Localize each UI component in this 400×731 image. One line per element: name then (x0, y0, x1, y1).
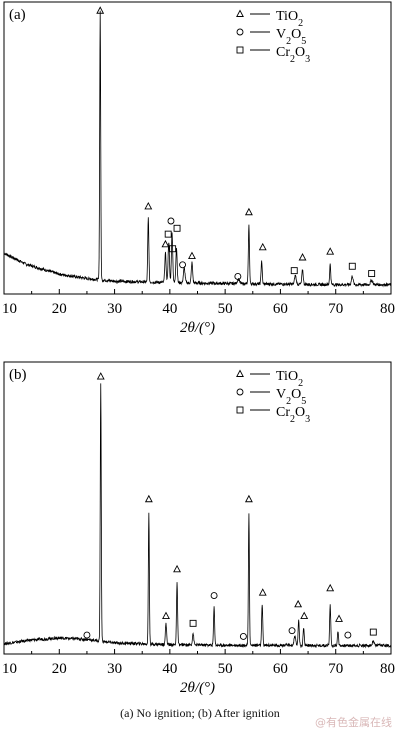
x-tick-label: 10 (2, 661, 17, 677)
phase-marker-circle (288, 627, 296, 635)
x-tick-label: 20 (52, 301, 67, 317)
watermark: @有色金属在线 (315, 716, 392, 729)
phase-marker-circle (234, 273, 242, 280)
xrd-chart-b: (b) 10 20 30 40 50 60 70 80 2θ/(°) TiO2 V2O5 Cr2O3 (0, 360, 400, 705)
phase-marker-triangle (96, 6, 105, 14)
phase-marker-circle (83, 631, 91, 639)
phase-marker-triangle (144, 201, 153, 210)
x-tick-label: 40 (162, 661, 177, 677)
phase-marker-circle (344, 631, 352, 639)
legend-label: Cr2O3 (276, 45, 310, 65)
diffraction-trace (3, 10, 392, 288)
legend-marker-square (236, 406, 244, 414)
phase-marker-circle (179, 261, 187, 269)
phase-marker-triangle (162, 611, 170, 619)
xrd-chart-a: (a) 10 20 30 40 50 60 70 80 2θ/(°) TiO2 V2O5 Cr2O3 (0, 0, 400, 345)
phase-marker-triangle (161, 239, 170, 248)
phase-marker-square (348, 262, 356, 270)
phase-marker-triangle (244, 207, 253, 216)
phase-marker-triangle (258, 588, 267, 596)
phase-marker-triangle (326, 247, 335, 255)
phase-marker-square (290, 267, 298, 275)
phase-marker-triangle (244, 494, 253, 503)
phase-marker-triangle (96, 372, 105, 380)
legend-marker-circle (236, 388, 244, 396)
legend-marker-square (236, 46, 244, 54)
x-tick-label: 50 (218, 661, 233, 677)
phase-marker-square (368, 270, 376, 278)
panel-label: (b) (9, 367, 27, 383)
phase-marker-circle (239, 633, 247, 640)
phase-marker-circle (210, 592, 218, 600)
x-axis-label: 2θ/(°) (180, 680, 215, 696)
x-tick-label: 20 (52, 661, 67, 677)
x-tick-label: 70 (328, 661, 343, 677)
phase-marker-triangle (300, 611, 309, 619)
phase-marker-triangle (258, 242, 267, 251)
phase-marker-square (369, 628, 377, 636)
legend-label: Cr2O3 (276, 405, 310, 425)
x-tick-label: 50 (218, 301, 233, 317)
x-tick-label: 80 (380, 301, 395, 317)
plot-frame (3, 361, 392, 655)
x-tick-label: 40 (162, 301, 177, 317)
x-tick-label: 30 (107, 661, 122, 677)
phase-marker-square (169, 245, 177, 253)
panel-label: (a) (9, 7, 26, 23)
x-tick-label: 10 (2, 301, 17, 317)
phase-marker-triangle (335, 614, 343, 622)
phase-marker-circle (167, 217, 175, 225)
phase-marker-triangle (173, 564, 181, 573)
x-tick-label: 60 (273, 301, 288, 317)
phase-marker-square (173, 224, 181, 232)
x-tick-label: 70 (328, 301, 343, 317)
legend-label: TiO2 (276, 9, 303, 29)
diffraction-trace (3, 383, 392, 649)
phase-marker-triangle (294, 599, 303, 608)
phase-marker-triangle (326, 583, 335, 592)
x-tick-label: 60 (273, 661, 288, 677)
x-tick-label: 80 (380, 661, 395, 677)
legend-marker-circle (236, 28, 244, 36)
x-tick-label: 30 (107, 301, 122, 317)
phase-marker-square (164, 230, 172, 238)
legend-label: V2O5 (276, 27, 306, 47)
plot-frame (3, 1, 392, 295)
legend-marker-triangle (236, 369, 244, 377)
legend-label: V2O5 (276, 387, 306, 407)
figure-caption: (a) No ignition; (b) After ignition (120, 706, 280, 720)
legend-label: TiO2 (276, 369, 303, 389)
legend-marker-triangle (236, 9, 244, 17)
phase-marker-triangle (298, 253, 307, 261)
phase-marker-square (189, 619, 197, 627)
phase-marker-triangle (188, 251, 196, 259)
phase-marker-triangle (144, 494, 153, 503)
x-axis-label: 2θ/(°) (180, 320, 215, 336)
